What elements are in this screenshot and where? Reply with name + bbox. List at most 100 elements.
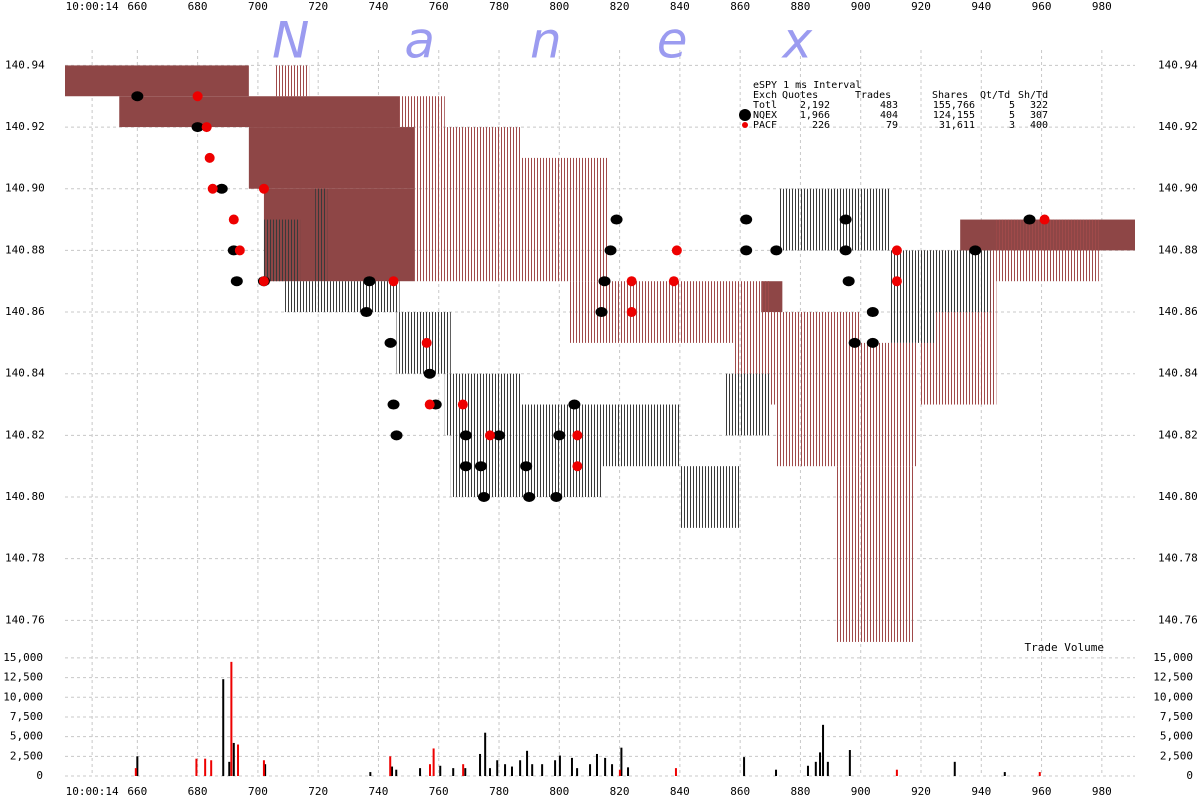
quote-area <box>679 466 741 528</box>
x-tick-label: 660 <box>127 785 147 798</box>
x-tick-label: 980 <box>1092 785 1112 798</box>
stats-cell: 124,155 <box>933 110 975 121</box>
trade-dot <box>866 307 879 318</box>
trade-dot <box>215 183 228 194</box>
trade-dot <box>610 214 623 225</box>
x-tick-label: 10:00:14 <box>66 785 119 798</box>
y-tick-label: 140.84 <box>5 367 45 380</box>
volume-bar <box>204 758 207 776</box>
trade-dot <box>390 430 403 441</box>
quote-area <box>725 373 771 436</box>
trade-dot <box>421 337 432 348</box>
x-tick-label: 820 <box>610 0 630 13</box>
trade-dot <box>740 214 753 225</box>
trade-dot <box>192 91 203 102</box>
x-tick-label: 10:00:14 <box>66 0 119 13</box>
trade-dot <box>131 91 144 102</box>
watermark: Nanex <box>272 12 907 70</box>
volume-bar <box>232 742 235 776</box>
volume-bar <box>848 750 851 776</box>
stats-cell: 3 <box>1009 120 1015 131</box>
volume-bar <box>953 761 956 776</box>
quote-areas <box>65 65 1135 642</box>
volume-tick-label: 5,000 <box>10 730 43 743</box>
x-tick-label: 900 <box>851 0 871 13</box>
volume-bar <box>237 744 240 776</box>
volume-bar <box>627 767 630 776</box>
quote-area <box>779 188 891 251</box>
stats-header: Trades <box>855 90 891 101</box>
trade-dot <box>1023 214 1036 225</box>
x-tick-label: 800 <box>549 0 569 13</box>
x-tick-label: 920 <box>911 785 931 798</box>
stats-cell: 79 <box>886 120 898 131</box>
stats-header: Quotes <box>782 90 818 101</box>
volume-bar <box>439 765 442 776</box>
y-tick-label: 140.80 <box>5 490 45 503</box>
trade-dot <box>228 214 239 225</box>
trade-dot <box>360 307 373 318</box>
stats-cell: 2,192 <box>800 100 830 111</box>
quote-area <box>119 96 400 128</box>
stats-cell: 226 <box>812 120 830 131</box>
volume-tick-label: 5,000 <box>1160 730 1193 743</box>
trade-dot <box>258 276 269 287</box>
trade-dot <box>866 337 879 348</box>
x-tick-label: 700 <box>248 785 268 798</box>
stats-cell: 31,611 <box>939 120 975 131</box>
volume-bar <box>819 752 822 776</box>
trade-dot <box>258 183 269 194</box>
stats-cell: 1,966 <box>800 110 830 121</box>
quote-area <box>285 281 400 313</box>
y-tick-label: 140.76 <box>1158 613 1198 626</box>
volume-bar <box>369 772 372 776</box>
x-tick-label: 960 <box>1032 0 1052 13</box>
trade-dot <box>553 430 566 441</box>
trade-dot <box>598 276 611 287</box>
volume-bar <box>589 764 592 776</box>
stats-cell: 322 <box>1030 100 1048 111</box>
y-tick-label: 140.86 <box>1158 305 1198 318</box>
y-tick-label: 140.78 <box>5 552 45 565</box>
volume-bar <box>620 747 623 776</box>
x-tick-label: 900 <box>851 785 871 798</box>
x-tick-label: 740 <box>369 785 389 798</box>
stats-header: Exch <box>753 90 777 101</box>
volume-bar <box>895 769 898 776</box>
volume-bar <box>222 679 225 776</box>
trade-dot <box>842 276 855 287</box>
stats-cell: 5 <box>1009 110 1015 121</box>
volume-bar <box>496 760 499 776</box>
trade-dot <box>493 430 506 441</box>
stats-cell: 5 <box>1009 100 1015 111</box>
volume-bar <box>558 755 561 776</box>
volume-bar <box>389 756 392 776</box>
volume-tick-label: 15,000 <box>1153 651 1193 664</box>
volume-tick-label: 0 <box>36 769 43 782</box>
x-tick-label: 880 <box>790 785 810 798</box>
x-tick-label: 860 <box>730 0 750 13</box>
quote-area <box>836 466 915 642</box>
volume-bar <box>134 768 137 776</box>
x-tick-label: 920 <box>911 0 931 13</box>
volume-tick-label: 0 <box>1186 769 1193 782</box>
quote-area <box>65 65 249 97</box>
volume-bar <box>775 769 778 776</box>
volume-bar <box>674 768 677 776</box>
x-tick-label: 980 <box>1092 0 1112 13</box>
volume-tick-label: 7,500 <box>1160 710 1193 723</box>
volume-tick-label: 12,500 <box>1153 671 1193 684</box>
volume-bar <box>1038 772 1041 776</box>
trade-dot <box>477 492 490 503</box>
y-tick-label: 140.92 <box>1158 120 1198 133</box>
trade-dot <box>604 245 617 256</box>
stats-cell: PACF <box>753 120 777 131</box>
x-tick-label: 720 <box>308 0 328 13</box>
volume-bar <box>604 757 607 776</box>
trade-dot <box>520 461 533 472</box>
volume-label: Trade Volume <box>1025 641 1104 654</box>
volume-tick-label: 7,500 <box>10 710 43 723</box>
trade-dot <box>459 461 472 472</box>
volume-bar <box>743 757 746 776</box>
quote-area <box>930 250 991 313</box>
